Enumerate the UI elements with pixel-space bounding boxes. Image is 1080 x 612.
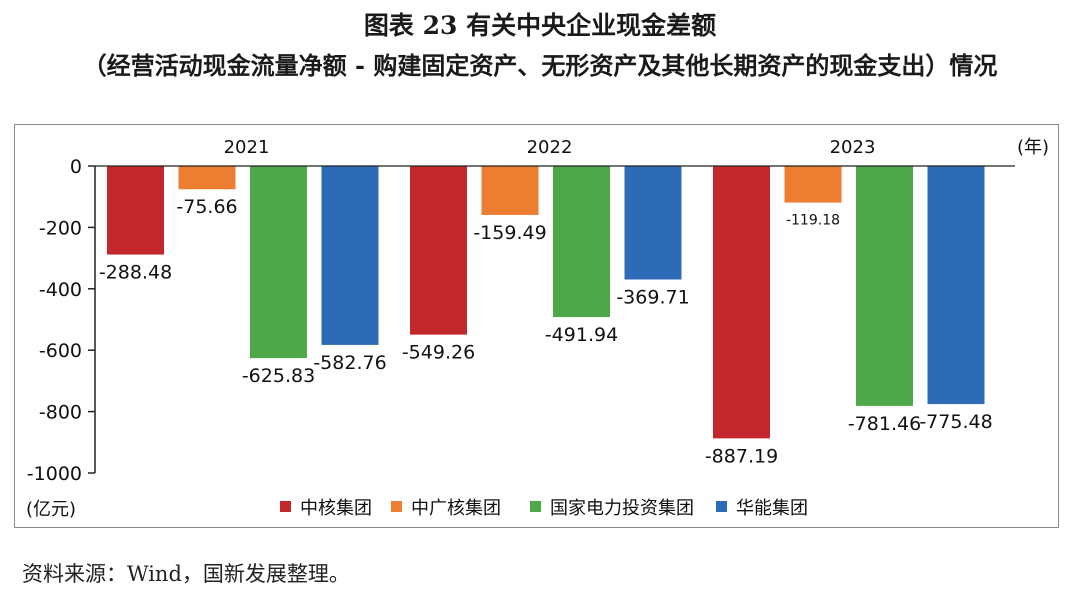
data-label: -625.83: [242, 365, 315, 387]
x-axis-unit: (年): [1017, 137, 1049, 158]
legend-label: 国家电力投资集团: [550, 498, 694, 519]
legend-swatch: [716, 501, 727, 512]
bar: [321, 166, 379, 345]
x-tick-label: 2023: [830, 137, 876, 158]
bar: [250, 166, 307, 359]
legend-swatch: [391, 501, 402, 512]
data-label: -887.19: [705, 445, 778, 467]
y-tick-label: -1000: [27, 463, 82, 485]
data-label: -288.48: [99, 262, 172, 284]
bar: [481, 166, 539, 215]
source-note: 资料来源：Wind，国新发展整理。: [22, 562, 350, 586]
bar: [713, 166, 770, 439]
y-tick-label: 0: [70, 156, 82, 178]
x-tick-label: 2022: [527, 137, 573, 158]
data-label: -369.71: [616, 287, 689, 309]
data-label: -491.94: [545, 324, 618, 346]
legend-label: 中广核集团: [411, 498, 501, 519]
data-label: -775.48: [919, 411, 992, 433]
y-tick-label: -200: [39, 217, 82, 239]
bar: [624, 166, 682, 280]
chart-title: 图表 23 有关中央企业现金差额: [363, 11, 717, 40]
data-label: -75.66: [176, 196, 237, 218]
bar: [107, 166, 164, 255]
legend-label: 华能集团: [736, 498, 808, 519]
data-label: -549.26: [402, 342, 475, 364]
bar: [178, 166, 236, 190]
chart-frame: [14, 124, 1059, 528]
legend-swatch: [280, 501, 291, 512]
y-tick-label: -800: [39, 402, 82, 424]
bar: [856, 166, 913, 406]
legend-label: 中核集团: [300, 498, 372, 519]
bar: [553, 166, 610, 318]
data-label: -582.76: [313, 352, 386, 374]
bar: [927, 166, 985, 405]
y-tick-label: -600: [39, 340, 82, 362]
data-label: -159.49: [473, 222, 546, 244]
legend-swatch: [530, 501, 541, 512]
y-tick-label: -400: [39, 279, 82, 301]
bar: [410, 166, 467, 335]
x-tick-label: 2021: [224, 137, 270, 158]
y-axis-unit: (亿元): [26, 499, 76, 520]
data-label: -119.18: [786, 213, 840, 229]
data-label: -781.46: [848, 413, 921, 435]
chart-subtitle: （经营活动现金流量净额 - 购建固定资产、无形资产及其他长期资产的现金支出）情况: [82, 51, 998, 80]
bar: [784, 166, 842, 203]
